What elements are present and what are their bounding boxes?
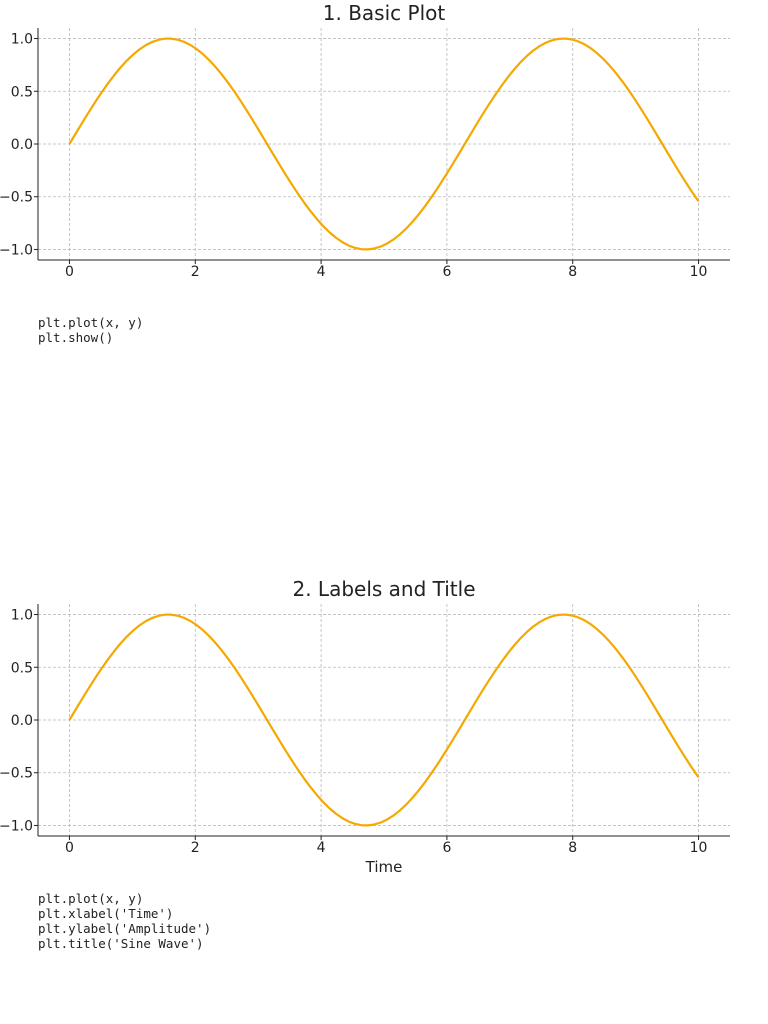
code-line: plt.show() [38,330,114,345]
y-tick-label: 1.0 [11,608,33,624]
y-tick-label: −0.5 [0,766,33,782]
x-tick-label: 10 [690,840,708,856]
y-tick-label: 0.0 [11,137,33,153]
y-tick-label: 1.0 [11,32,33,48]
x-tick-label: 2 [191,264,200,280]
x-tick-label: 4 [317,840,326,856]
x-tick-label: 2 [191,840,200,856]
chart-title: 2. Labels and Title [292,577,475,601]
y-tick-label: 0.5 [11,660,33,676]
series-line [68,37,700,251]
x-axis-label: Time [365,858,403,876]
x-tick-label: 8 [568,264,577,280]
x-tick-label: 4 [317,264,326,280]
y-tick-label: −1.0 [0,818,33,834]
y-tick-label: −1.0 [0,242,33,258]
code-line: plt.xlabel('Time') [38,906,174,921]
x-tick-label: 10 [690,264,708,280]
y-tick-label: 0.0 [11,713,33,729]
code-line: plt.plot(x, y) [38,891,144,906]
code-line: plt.title('Sine Wave') [38,936,204,951]
x-tick-label: 0 [65,264,74,280]
code-line: plt.ylabel('Amplitude') [38,921,212,936]
code-line: plt.plot(x, y) [38,315,144,330]
x-tick-label: 6 [442,840,451,856]
y-tick-label: −0.5 [0,190,33,206]
chart-labels-and-title: 0 2 4 6 8 10 1.0 0.5 0.0 −0.5 −1.0 2. Labels and Ti… [0,577,730,876]
code-block-basic-plot: plt.plot(x, y) plt.show() [38,315,143,345]
y-tick-label: 0.5 [11,84,33,100]
x-tick-label: 6 [442,264,451,280]
x-tick-label: 8 [568,840,577,856]
chart-title: 1. Basic Plot [323,1,446,25]
x-tick-label: 0 [65,840,74,856]
code-block-labels-and-title: plt.plot(x, y) plt.xlabel('Time') plt.ylab… [38,891,211,951]
series-line [68,613,700,827]
chart-basic-plot: 0 2 4 6 8 10 1.0 0.5 0.0 −0.5 −1.0 1. Basic Plot [0,1,730,280]
